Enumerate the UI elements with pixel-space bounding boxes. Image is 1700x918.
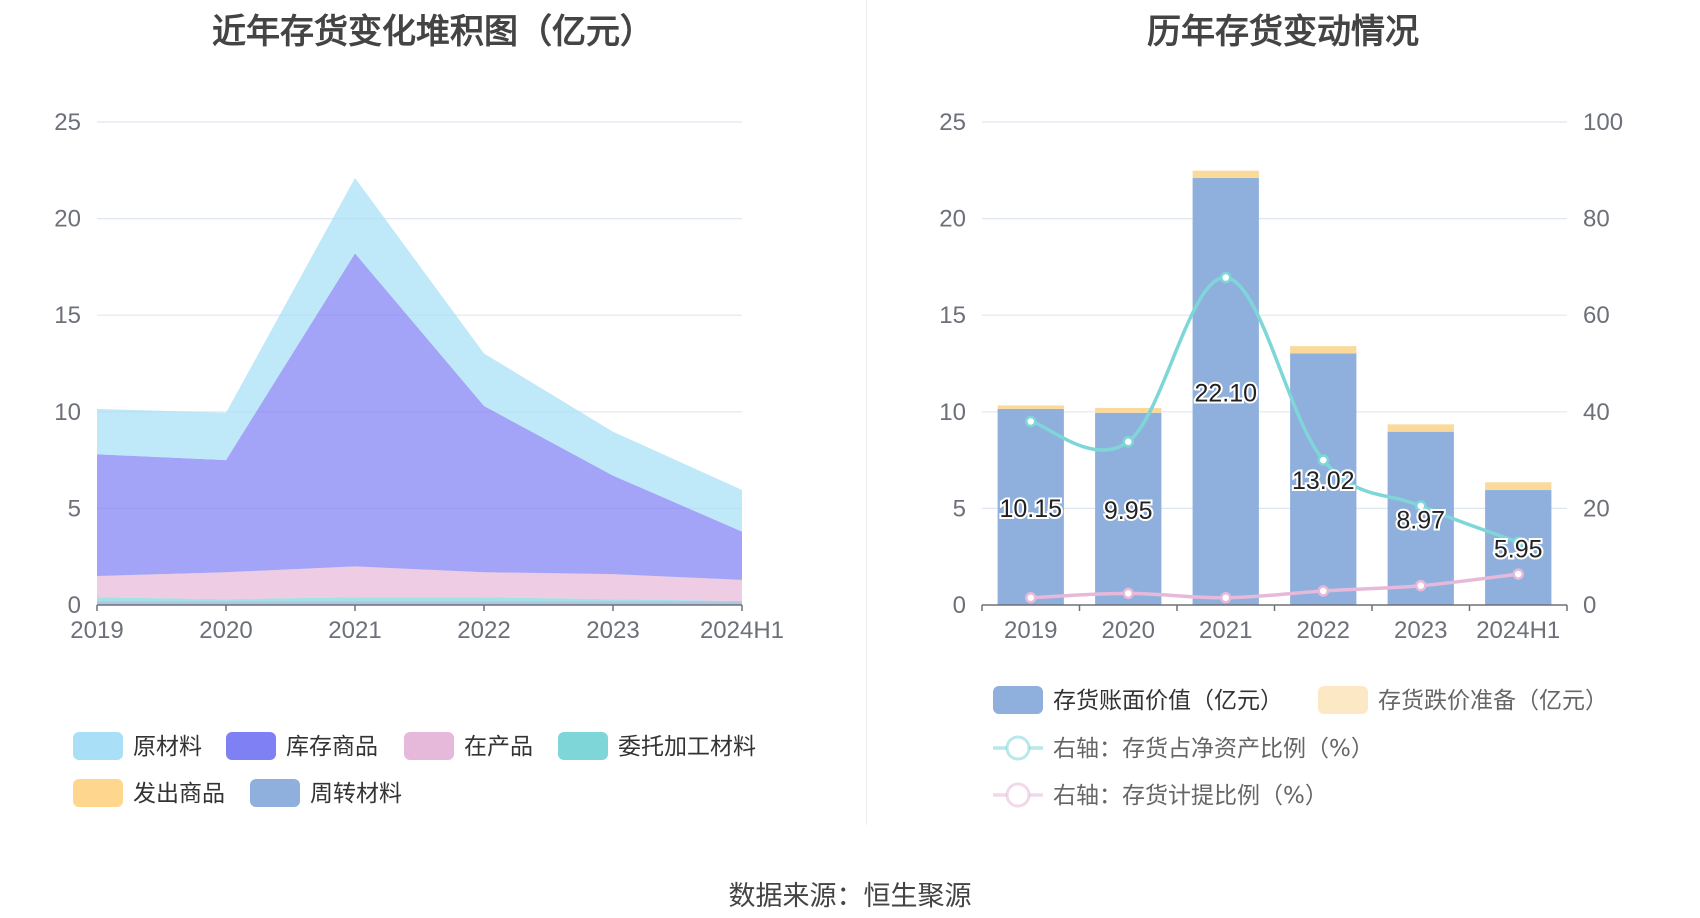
legend-label: 发出商品 — [133, 781, 225, 807]
legend-item-line-1: 右轴：存货占净资产比例（%） — [993, 735, 1374, 762]
bar-value-label: 5.95 — [1494, 536, 1543, 564]
bar-impairment — [1485, 482, 1552, 491]
left-y-tick-label: 20 — [54, 206, 81, 233]
legend-item-book-value: 存货账面价值（亿元） — [993, 686, 1283, 714]
left-y-tick-label: 0 — [68, 592, 81, 619]
right-y-tick-label: 5 — [953, 495, 966, 522]
left-y-tick-label: 5 — [68, 495, 81, 522]
line-point — [1220, 271, 1232, 284]
right-y2-tick-label: 60 — [1583, 302, 1610, 329]
left-x-tick-label: 2022 — [457, 617, 510, 644]
line-point — [1415, 579, 1427, 592]
legend-item-原材料: 原材料 — [73, 732, 202, 760]
line-point — [1122, 435, 1134, 448]
legend-item-impairment: 存货跌价准备（亿元） — [1318, 686, 1608, 714]
right-y-tick-label: 0 — [953, 592, 966, 619]
legend-swatch — [558, 732, 608, 760]
bar-book-value — [997, 408, 1064, 605]
left-x-tick-label: 2024H1 — [700, 617, 784, 644]
bar-book-value — [1192, 178, 1259, 605]
line-point — [1122, 587, 1134, 600]
legend-label: 右轴：存货占净资产比例（%） — [1053, 736, 1374, 762]
line-point — [1220, 592, 1232, 604]
panel-divider — [866, 0, 867, 825]
right-y2-tick-label: 80 — [1583, 206, 1610, 233]
right-x-tick-label: 2023 — [1394, 617, 1447, 644]
legend-label: 右轴：存货计提比例（%） — [1053, 783, 1328, 809]
legend-swatch — [73, 779, 123, 807]
legend-item-库存商品: 库存商品 — [226, 732, 378, 760]
bar-value-label: 9.95 — [1104, 497, 1153, 525]
right-y2-tick-label: 0 — [1583, 592, 1596, 619]
line-point — [1317, 585, 1329, 597]
left-x-tick-label: 2019 — [70, 617, 123, 644]
legend-swatch — [1318, 686, 1368, 714]
legend-line-marker — [1005, 735, 1031, 761]
right-y-tick-label: 10 — [939, 399, 966, 426]
bar-value-label: 13.02 — [1292, 467, 1355, 495]
legend-item-line-2: 右轴：存货计提比例（%） — [993, 782, 1328, 809]
legend-line-marker — [1005, 782, 1031, 808]
legend-item-发出商品: 发出商品 — [73, 779, 225, 807]
line-point — [1025, 592, 1037, 604]
right-y-tick-label: 20 — [939, 206, 966, 233]
legend-item-在产品: 在产品 — [404, 732, 533, 760]
left-y-tick-label: 10 — [54, 399, 81, 426]
line-point — [1512, 568, 1524, 580]
area-在产品 — [97, 566, 742, 602]
area-库存商品 — [97, 253, 742, 580]
right-y-tick-label: 15 — [939, 302, 966, 329]
data-source-note: 数据来源：恒生聚源 — [728, 881, 972, 912]
bar-value-label: 22.10 — [1194, 380, 1257, 408]
area-周转材料 — [97, 601, 742, 605]
area-原材料 — [97, 178, 742, 532]
legend-label: 存货跌价准备（亿元） — [1378, 688, 1608, 714]
left-y-tick-label: 15 — [54, 302, 81, 329]
line-point — [1317, 454, 1329, 466]
legend-label: 存货账面价值（亿元） — [1053, 688, 1283, 714]
legend-label: 委托加工材料 — [618, 734, 756, 760]
right-y2-tick-label: 100 — [1583, 109, 1623, 136]
line-point — [1415, 500, 1427, 512]
bar-value-label: 10.15 — [999, 495, 1062, 523]
legend-swatch — [993, 686, 1043, 714]
legend-item-周转材料: 周转材料 — [250, 779, 402, 807]
right-y2-tick-label: 40 — [1583, 399, 1610, 426]
bar-impairment — [997, 405, 1064, 409]
line-右轴：存货计提比例（%） — [1030, 572, 1519, 600]
line-point — [1512, 536, 1524, 548]
bar-impairment — [1192, 170, 1259, 179]
right-chart-title: 历年存货变动情况 — [1147, 12, 1419, 52]
right-x-tick-label: 2021 — [1199, 617, 1252, 644]
bar-impairment — [1387, 424, 1454, 432]
left-x-tick-label: 2023 — [586, 617, 639, 644]
legend-swatch — [404, 732, 454, 760]
area-委托加工材料 — [97, 597, 742, 602]
bar-impairment — [1290, 346, 1357, 354]
left-chart-title: 近年存货变化堆积图（亿元） — [212, 12, 654, 52]
legend-swatch — [250, 779, 300, 807]
legend-label: 在产品 — [464, 734, 533, 760]
left-x-tick-label: 2021 — [328, 617, 381, 644]
legend-label: 原材料 — [133, 734, 202, 760]
legend-label: 周转材料 — [310, 781, 402, 807]
bar-value-label: 8.97 — [1396, 506, 1445, 534]
right-y-tick-label: 25 — [939, 109, 966, 136]
bar-book-value — [1387, 431, 1454, 605]
line-point — [1025, 415, 1037, 428]
right-x-tick-label: 2020 — [1102, 617, 1155, 644]
legend-swatch — [226, 732, 276, 760]
left-y-tick-label: 25 — [54, 109, 81, 136]
right-x-tick-label: 2024H1 — [1476, 617, 1560, 644]
bar-impairment — [1095, 407, 1162, 413]
right-y2-tick-label: 20 — [1583, 495, 1610, 522]
legend-swatch — [73, 732, 123, 760]
left-x-tick-label: 2020 — [199, 617, 252, 644]
right-x-tick-label: 2019 — [1004, 617, 1057, 644]
right-x-tick-label: 2022 — [1297, 617, 1350, 644]
legend-label: 库存商品 — [286, 734, 378, 760]
legend-item-委托加工材料: 委托加工材料 — [558, 732, 756, 760]
